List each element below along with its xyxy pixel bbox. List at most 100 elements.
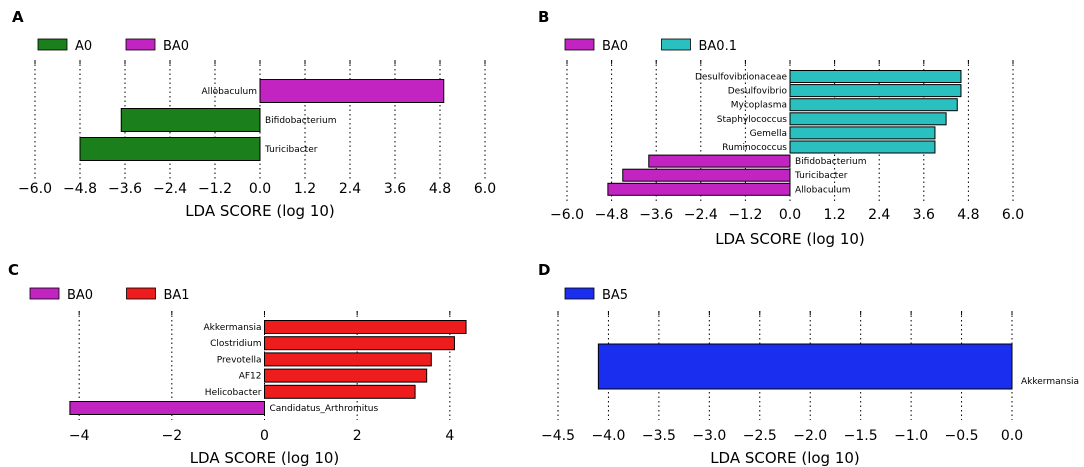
bar-label: Staphylococcus: [717, 115, 788, 125]
x-axis-label: LDA SCORE (log 10): [710, 449, 860, 467]
bar-label: Prevotella: [217, 355, 262, 365]
bar-label: Desulfovibrio: [728, 87, 788, 97]
bar: [259, 79, 445, 103]
tick-label: −2.4: [153, 181, 187, 197]
bar: [264, 384, 416, 399]
legend-swatch: [564, 38, 595, 51]
bar: [79, 137, 261, 161]
legend-label: BA0: [602, 39, 628, 54]
legend-label: BA1: [164, 288, 190, 303]
legend-label: BA0.1: [699, 39, 738, 54]
panel-d: D BA5 −4.5 −4.0 −3.5 −3.0 −2.5 −2.0 −1.5 −1.0 −0.5…: [538, 261, 1079, 467]
bar: [120, 108, 261, 132]
tick-label: 0: [260, 428, 269, 444]
bar-label: Desulfovibrionaceae: [695, 73, 788, 83]
panel-a: A A0 BA0 −6.0 −4.8 −3.6 −2.4 −1.2 0.0 1.2 2.4 3.6 4.…: [12, 8, 496, 220]
bar-label: Gemella: [750, 129, 787, 139]
tick-label: 4.8: [429, 181, 451, 197]
tick-label: 0.0: [779, 207, 801, 223]
tick-label: 2.4: [868, 207, 890, 223]
bar: [789, 140, 936, 154]
bar-label: Akkermansia: [1021, 377, 1079, 387]
bar: [789, 112, 947, 126]
bar-label: Bifidobacterium: [795, 157, 866, 167]
legend-label: A0: [75, 39, 92, 54]
legend-label: BA0: [163, 39, 189, 54]
bar: [789, 70, 962, 83]
panel-c: C BA0 BA1 −4 −2 0 2 4 LDA SCORE (log 10) Akkerman…: [8, 261, 467, 467]
tick-label: 6.0: [1002, 207, 1024, 223]
tick-label: −4.8: [595, 207, 629, 223]
bar-label: Helicobacter: [205, 388, 262, 398]
tick-label: −2.0: [793, 428, 827, 444]
bar-label: Allobaculum: [201, 87, 257, 97]
legend-swatch: [37, 38, 68, 51]
tick-label: −4: [69, 428, 90, 444]
tick-label: 1.2: [823, 207, 845, 223]
tick-label: −3.5: [642, 428, 676, 444]
bar-label: Mycoplasma: [731, 101, 787, 111]
legend-swatch: [661, 38, 691, 51]
bar: [264, 336, 455, 351]
legend-swatch: [564, 287, 595, 300]
tick-label: 4: [445, 428, 454, 444]
bar: [264, 320, 467, 334]
legend-label: BA5: [602, 288, 628, 303]
bar: [264, 352, 432, 367]
legend-swatch: [125, 38, 156, 51]
tick-label: −1.5: [844, 428, 878, 444]
tick-label: −1.0: [894, 428, 928, 444]
tick-label: −1.2: [198, 181, 232, 197]
tick-label: 0.0: [1001, 428, 1023, 444]
tick-label: −2.5: [743, 428, 777, 444]
tick-label: −3.6: [639, 207, 673, 223]
bar: [789, 84, 962, 98]
bar-label: Turicibacter: [264, 145, 318, 155]
tick-label: −6.0: [550, 207, 584, 223]
tick-label: 3.6: [913, 207, 935, 223]
tick-label: −4.0: [591, 428, 625, 444]
legend-swatch: [126, 287, 156, 300]
bar-label: Allobaculum: [795, 185, 851, 195]
bar-label: Akkermansia: [203, 323, 261, 333]
bar: [69, 401, 266, 415]
tick-label: −4.5: [541, 428, 575, 444]
bar: [622, 168, 791, 182]
legend-swatch: [29, 287, 60, 300]
bar: [264, 368, 428, 383]
bar-label: Clostridium: [210, 339, 261, 349]
tick-label: 2: [353, 428, 362, 444]
tick-label: −0.5: [945, 428, 979, 444]
bar: [597, 343, 1013, 390]
tick-label: −4.8: [63, 181, 97, 197]
legend-label: BA0: [67, 288, 93, 303]
panel-letter: B: [538, 8, 549, 26]
panel-letter: A: [12, 8, 24, 26]
bar-label: Ruminococcus: [722, 143, 787, 153]
panel-letter: C: [8, 261, 19, 279]
x-axis-label: LDA SCORE (log 10): [190, 449, 340, 467]
tick-label: −6.0: [18, 181, 52, 197]
tick-label: 1.2: [294, 181, 316, 197]
tick-label: 0.0: [249, 181, 271, 197]
tick-label: −1.2: [728, 207, 762, 223]
bar-label: Candidatus_Arthromitus: [270, 404, 379, 414]
bar-label: AF12: [239, 372, 262, 382]
bar: [789, 98, 958, 112]
tick-label: 6.0: [474, 181, 496, 197]
panel-b: B BA0 BA0.1 −6.0 −4.8 −3.6 −2.4 −1.2 0.0 1.2 2.4 3.…: [538, 8, 1024, 248]
bar: [607, 182, 791, 196]
tick-label: 2.4: [339, 181, 361, 197]
tick-label: −2: [162, 428, 183, 444]
bar-label: Bifidobacterium: [265, 116, 336, 126]
bar: [648, 154, 791, 168]
bar-label: Turicibacter: [794, 171, 848, 181]
x-axis-label: LDA SCORE (log 10): [715, 230, 865, 248]
tick-label: −3.0: [692, 428, 726, 444]
tick-label: 4.8: [957, 207, 979, 223]
panel-letter: D: [538, 261, 550, 279]
tick-label: −3.6: [108, 181, 142, 197]
x-axis-label: LDA SCORE (log 10): [185, 202, 335, 220]
tick-label: −2.4: [684, 207, 718, 223]
